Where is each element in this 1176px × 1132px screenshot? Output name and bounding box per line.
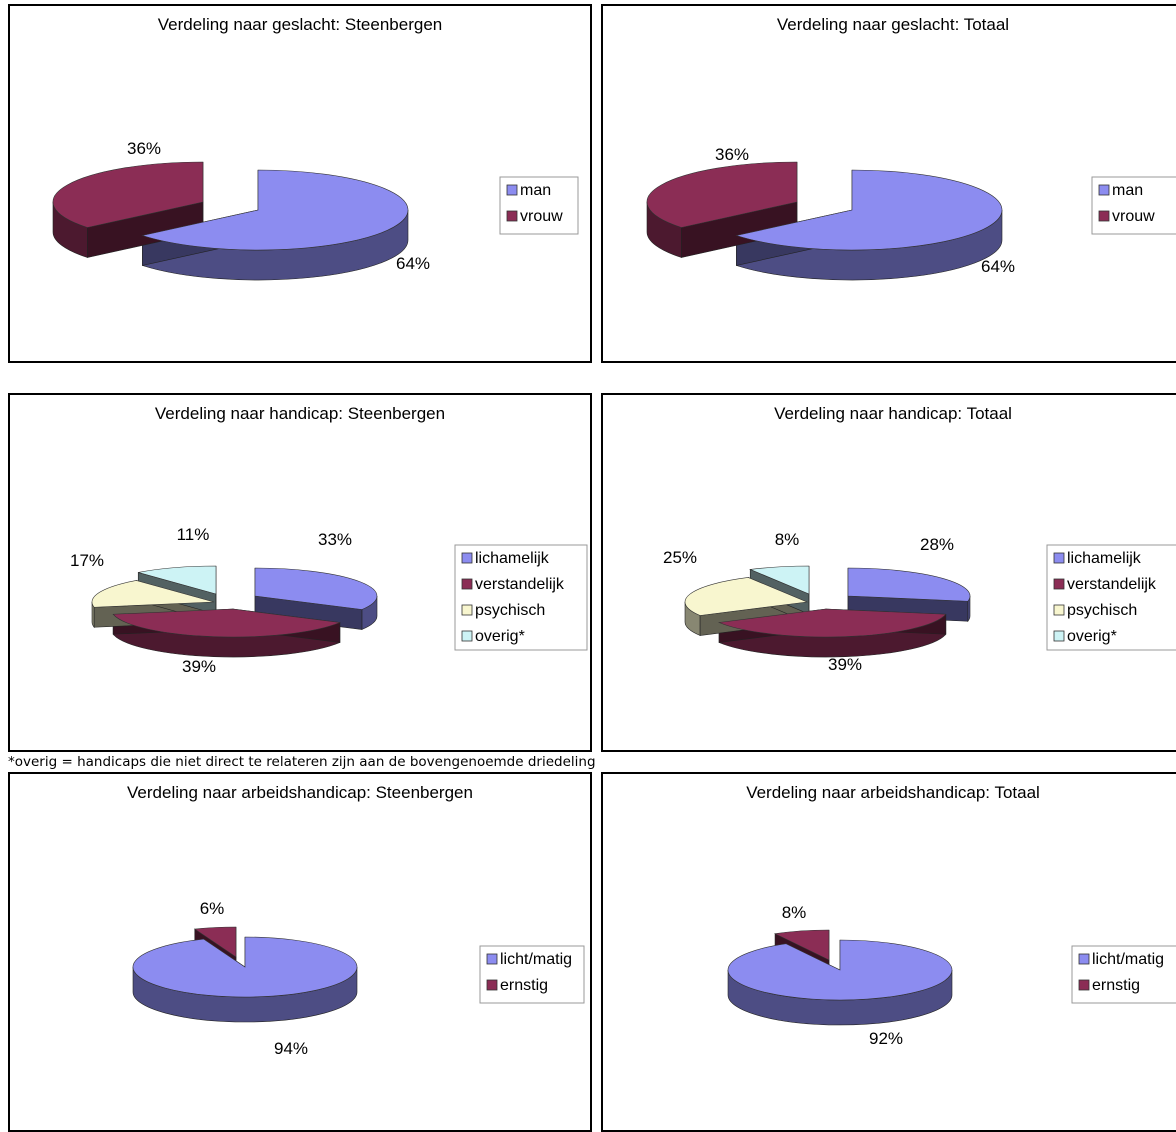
legend-label: psychisch	[475, 602, 545, 619]
legend-label: overig*	[475, 628, 525, 645]
footnote: *overig = handicaps die niet direct te r…	[8, 754, 596, 770]
data-label: 94%	[274, 1039, 308, 1058]
legend-swatch	[506, 210, 518, 222]
legend-label: ernstig	[1092, 977, 1140, 994]
pie-slice	[138, 565, 217, 595]
pie-slice	[132, 936, 358, 998]
legend-label: man	[1112, 182, 1143, 199]
chart-panel-arbeid-steenbergen: Verdeling naar arbeidshandicap: Steenber…	[8, 772, 592, 1132]
chart-panel-handicap-totaal: Verdeling naar handicap: Totaal 28% 39% 25%…	[601, 393, 1176, 752]
legend-swatch	[461, 578, 473, 590]
pie-slice	[646, 161, 798, 228]
legend-swatch	[1098, 210, 1110, 222]
pie-slice	[193, 926, 237, 958]
pie-slice	[141, 169, 409, 251]
data-label: 8%	[782, 903, 807, 922]
chart-panel-handicap-steenbergen: Verdeling naar handicap: Steenbergen 33% 3…	[8, 393, 592, 752]
chart-panel-gender-steenbergen: Verdeling naar geslacht: Steenbergen 64% 3…	[8, 4, 592, 363]
legend-swatch	[486, 953, 498, 965]
data-label: 39%	[828, 655, 862, 674]
legend-swatch	[461, 552, 473, 564]
legend-label: lichamelijk	[1067, 550, 1142, 567]
legend-label: psychisch	[1067, 602, 1137, 619]
data-label: 17%	[70, 551, 104, 570]
pie-slice	[727, 939, 953, 1001]
legend-label: lichamelijk	[475, 550, 550, 567]
pie-slice	[684, 577, 809, 616]
chart-title: Verdeling naar geslacht: Totaal	[777, 15, 1009, 34]
legend-label: overig*	[1067, 628, 1117, 645]
chart-svg: Verdeling naar geslacht: Steenbergen 64% 3…	[52, 15, 579, 281]
legend-swatch	[1098, 184, 1110, 196]
data-label: 39%	[182, 657, 216, 676]
data-label: 92%	[869, 1029, 903, 1048]
legend-swatch	[506, 184, 518, 196]
legend-swatch	[1078, 979, 1090, 991]
pie-slice	[254, 567, 378, 610]
legend-label: licht/matig	[1092, 951, 1164, 968]
chart-title: Verdeling naar arbeidshandicap: Totaal	[746, 783, 1040, 802]
data-label: 36%	[715, 145, 749, 164]
legend-swatch	[1053, 604, 1065, 616]
data-label: 36%	[127, 139, 161, 158]
legend-label: licht/matig	[500, 951, 572, 968]
pie-slice	[717, 608, 947, 638]
pie-slice	[52, 161, 204, 228]
legend-swatch	[486, 979, 498, 991]
data-label: 28%	[920, 535, 954, 554]
legend-swatch	[461, 630, 473, 642]
data-label: 33%	[318, 530, 352, 549]
pie-slice	[112, 608, 342, 638]
legend-label: vrouw	[1112, 208, 1155, 225]
legend-swatch	[1078, 953, 1090, 965]
chart-title: Verdeling naar geslacht: Steenbergen	[158, 15, 442, 34]
legend-swatch	[1053, 552, 1065, 564]
pie-slice	[847, 567, 971, 602]
legend-label: man	[520, 182, 551, 199]
data-label: 64%	[396, 254, 430, 273]
data-label: 6%	[200, 899, 225, 918]
legend-label: verstandelijk	[1067, 576, 1157, 593]
chart-title: Verdeling naar handicap: Totaal	[774, 404, 1012, 423]
chart-svg: Verdeling naar handicap: Totaal 28% 39% 25%…	[663, 404, 1176, 674]
legend-swatch	[1053, 630, 1065, 642]
legend-box	[1046, 544, 1176, 651]
chart-svg: Verdeling naar arbeidshandicap: Steenber…	[127, 783, 585, 1058]
pie-slice	[91, 580, 215, 608]
data-label: 11%	[177, 525, 210, 544]
chart-svg: Verdeling naar arbeidshandicap: Totaal 92…	[727, 783, 1176, 1048]
chart-title: Verdeling naar arbeidshandicap: Steenber…	[127, 783, 473, 802]
chart-svg: Verdeling naar handicap: Steenbergen 33% 3…	[70, 404, 588, 676]
legend-swatch	[1053, 578, 1065, 590]
data-label: 64%	[981, 257, 1015, 276]
pie-slice	[735, 169, 1003, 251]
chart-panel-arbeid-totaal: Verdeling naar arbeidshandicap: Totaal 92…	[601, 772, 1176, 1132]
legend-label: ernstig	[500, 977, 548, 994]
chart-title: Verdeling naar handicap: Steenbergen	[155, 404, 445, 423]
legend-swatch	[461, 604, 473, 616]
chart-svg: Verdeling naar geslacht: Totaal 64% 36% man…	[646, 15, 1176, 281]
data-label: 8%	[775, 530, 800, 549]
legend-label: verstandelijk	[475, 576, 565, 593]
data-label: 25%	[663, 548, 697, 567]
pie-slice	[774, 929, 830, 961]
legend-box	[454, 544, 588, 651]
legend-label: vrouw	[520, 208, 563, 225]
chart-panel-gender-totaal: Verdeling naar geslacht: Totaal 64% 36% man…	[601, 4, 1176, 363]
pie-slice	[749, 565, 810, 595]
